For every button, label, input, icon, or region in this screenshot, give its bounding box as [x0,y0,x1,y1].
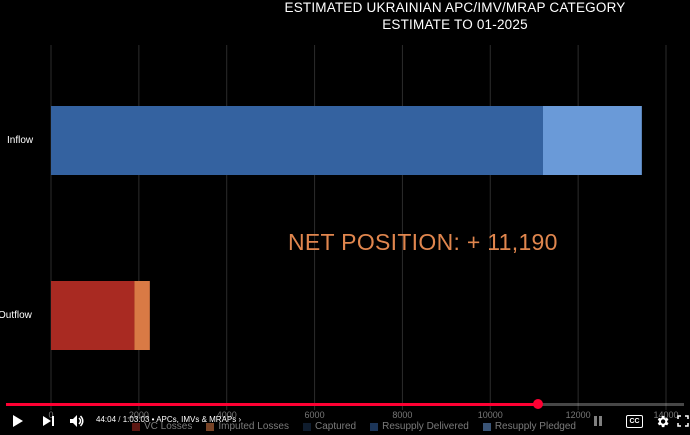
chapter-arrow-icon[interactable]: › [238,415,242,424]
current-time: 44:04 [96,415,117,424]
chapter-title[interactable]: • APCs, IMVs & MRAPs [151,415,237,424]
legend-swatch [482,422,491,431]
x-tick-label: 12000 [566,410,591,420]
category-label-inflow: Inflow [7,135,34,146]
skip-next-icon [42,416,54,426]
bars [51,106,642,350]
x-tick-label: 4000 [217,410,237,420]
legend-item: VC Losses [132,421,192,432]
pause-overlay [592,412,604,430]
legend-label: Captured [314,421,357,432]
settings-button[interactable] [654,412,670,430]
captions-button[interactable]: CC [626,415,643,428]
legend-swatch [206,422,215,431]
legend-item: Resupply Delivered [370,421,469,432]
legend-swatch [302,422,311,431]
x-tick-label: 10000 [478,410,503,420]
fullscreen-icon [677,415,689,427]
progress-played [6,403,539,406]
legend-label: Resupply Delivered [382,421,469,432]
gear-icon [657,415,668,427]
net-position-annotation: NET POSITION: + 11,190 [288,229,558,255]
x-tick-label: 14000 [653,410,678,420]
next-button[interactable] [40,412,56,430]
progress-bar[interactable] [6,399,684,409]
time-separator: / [116,415,123,424]
chart-subtitle: ESTIMATE TO 01-2025 [382,17,528,32]
time-readout: 44:04 / 1:03:03 • APCs, IMVs & MRAPs › [96,415,241,424]
pause-overlay-icon [594,416,602,426]
bar-inflow-resupply-delivered [51,106,543,175]
bar-outflow-imputed-losses [134,281,150,350]
x-tick-labels: 0 2000 4000 6000 8000 10000 12000 14000 [48,410,678,420]
play-icon [13,415,23,427]
chart-legend: VC Losses Imputed Losses Captured Resupply … [132,421,590,432]
legend-label: VC Losses [144,421,193,432]
legend-item: Resupply Pledged [482,421,576,432]
fullscreen-button[interactable] [676,412,690,430]
legend-label: Resupply Pledged [494,421,576,432]
legend-item: Imputed Losses [206,421,289,432]
scrubber-handle[interactable] [533,399,544,409]
captions-icon: CC [629,418,640,425]
x-tick-label: 6000 [305,410,325,420]
bar-inflow-resupply-pledged [543,106,642,175]
category-label-outflow: Outflow [0,310,32,321]
volume-icon [70,415,84,427]
play-button[interactable] [10,412,26,430]
x-tick-label: 8000 [392,410,412,420]
legend-label: Imputed Losses [218,421,289,432]
duration: 1:03:03 [122,415,150,424]
bar-outflow-vc-losses [51,281,135,350]
x-tick-label: 0 [48,410,53,420]
chart-title: ESTIMATED UKRAINIAN APC/IMV/MRAP CATEGOR… [284,0,626,15]
legend-item: Captured [302,421,357,432]
legend-swatch [132,422,140,431]
grid-lines [50,45,667,410]
volume-button[interactable] [68,412,86,430]
legend-swatch [370,422,379,431]
x-tick-label: 2000 [129,410,149,420]
